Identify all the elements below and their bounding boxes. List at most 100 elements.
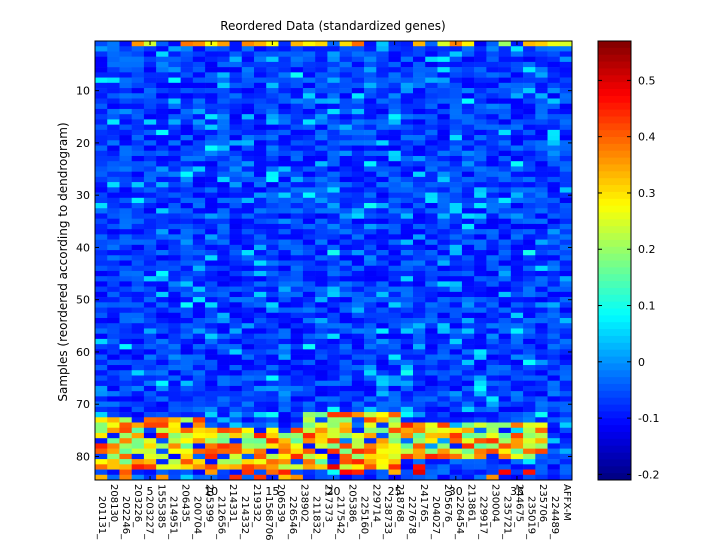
heatmap-cell (510, 208, 524, 214)
heatmap-cell (388, 380, 402, 387)
heatmap-cell (143, 286, 157, 293)
colorbar-segment (598, 383, 631, 392)
colorbar-segment (598, 418, 631, 426)
heatmap-cell (143, 375, 157, 382)
heatmap-cell (486, 51, 499, 57)
heatmap-cell (192, 375, 206, 382)
heatmap-cell (474, 88, 487, 94)
heatmap-cell (180, 469, 194, 476)
heatmap-cell (302, 145, 316, 152)
heatmap-cell (107, 385, 120, 392)
heatmap-cell (449, 182, 463, 188)
heatmap-cell (364, 260, 377, 267)
colorbar-segment (598, 89, 631, 97)
heatmap-cell (388, 270, 402, 277)
heatmap-cell (400, 41, 414, 47)
heatmap-cell (425, 385, 438, 392)
heatmap-cell (107, 218, 120, 225)
column-label: 229714_ (370, 484, 381, 528)
heatmap-cell (180, 385, 194, 392)
heatmap-cell (315, 166, 328, 172)
heatmap-cell (107, 265, 120, 272)
heatmap-cell (327, 239, 340, 246)
heatmap-cell (192, 365, 206, 371)
heatmap-cell (229, 77, 243, 84)
heatmap-cell (461, 265, 475, 272)
heatmap-cell (119, 344, 132, 350)
heatmap-cell (156, 443, 169, 449)
colorbar-segment (598, 233, 631, 241)
heatmap-cell (461, 77, 475, 84)
heatmap-cell (95, 317, 108, 324)
heatmap-cell (547, 391, 561, 397)
heatmap-cell (339, 370, 353, 376)
heatmap-cell (192, 234, 206, 240)
colorbar-segment (598, 41, 631, 49)
heatmap-cell (425, 276, 438, 282)
heatmap-cell (327, 443, 340, 449)
heatmap-cell (168, 114, 181, 120)
heatmap-cell (523, 349, 536, 355)
heatmap-cell (498, 328, 512, 334)
heatmap-cell (364, 276, 377, 282)
heatmap-cell (535, 93, 548, 99)
heatmap-cell (278, 265, 291, 272)
heatmap-cell (400, 244, 414, 251)
heatmap-cell (449, 56, 463, 63)
heatmap-cell (315, 459, 328, 465)
heatmap-cell (95, 140, 108, 146)
heatmap-cell (131, 432, 145, 439)
colorbar-segment (598, 342, 631, 351)
heatmap-cell (498, 333, 512, 340)
heatmap-cell (168, 385, 181, 392)
heatmap-cell (241, 344, 255, 350)
heatmap-cell (559, 270, 573, 277)
heatmap-cell (302, 161, 316, 167)
heatmap-cell (400, 218, 414, 225)
heatmap-cell (559, 150, 573, 157)
heatmap-cell (535, 260, 548, 267)
heatmap-cell (388, 208, 402, 214)
heatmap-cell (376, 328, 389, 334)
heatmap-cell (523, 432, 536, 439)
heatmap-cell (461, 182, 475, 188)
heatmap-cell (413, 46, 426, 52)
heatmap-cell (425, 98, 438, 105)
heatmap-cell (449, 260, 463, 267)
heatmap-cell (559, 260, 573, 267)
heatmap-cell (486, 422, 499, 429)
heatmap-cell (535, 469, 548, 476)
heatmap-cell (535, 359, 548, 366)
heatmap-cell (510, 155, 524, 162)
heatmap-cell (168, 427, 181, 434)
heatmap-cell (241, 453, 255, 460)
heatmap-cell (192, 302, 206, 308)
heatmap-cell (364, 443, 377, 449)
heatmap-cell (131, 239, 145, 246)
heatmap-cell (327, 281, 340, 287)
heatmap-cell (351, 281, 365, 287)
heatmap-cell (376, 140, 389, 146)
heatmap-cell (241, 72, 255, 78)
heatmap-cell (143, 422, 157, 429)
heatmap-cell (168, 213, 181, 219)
heatmap-cell (290, 317, 304, 324)
heatmap-cell (474, 51, 487, 57)
heatmap-cell (413, 422, 426, 429)
heatmap-cell (241, 469, 255, 476)
heatmap-cell (192, 56, 206, 63)
heatmap-cell (559, 443, 573, 449)
heatmap-cell (376, 375, 389, 382)
heatmap-cell (449, 291, 463, 298)
heatmap-cell (131, 412, 145, 418)
heatmap-cell (498, 182, 512, 188)
heatmap-cell (425, 56, 438, 63)
heatmap-cell (559, 370, 573, 376)
heatmap-cell (413, 338, 426, 345)
heatmap-cell (156, 354, 169, 361)
heatmap-cell (339, 464, 353, 470)
heatmap-cell (559, 234, 573, 240)
heatmap-cell (229, 297, 243, 303)
heatmap-cell (156, 41, 169, 47)
heatmap-cell (376, 453, 389, 460)
